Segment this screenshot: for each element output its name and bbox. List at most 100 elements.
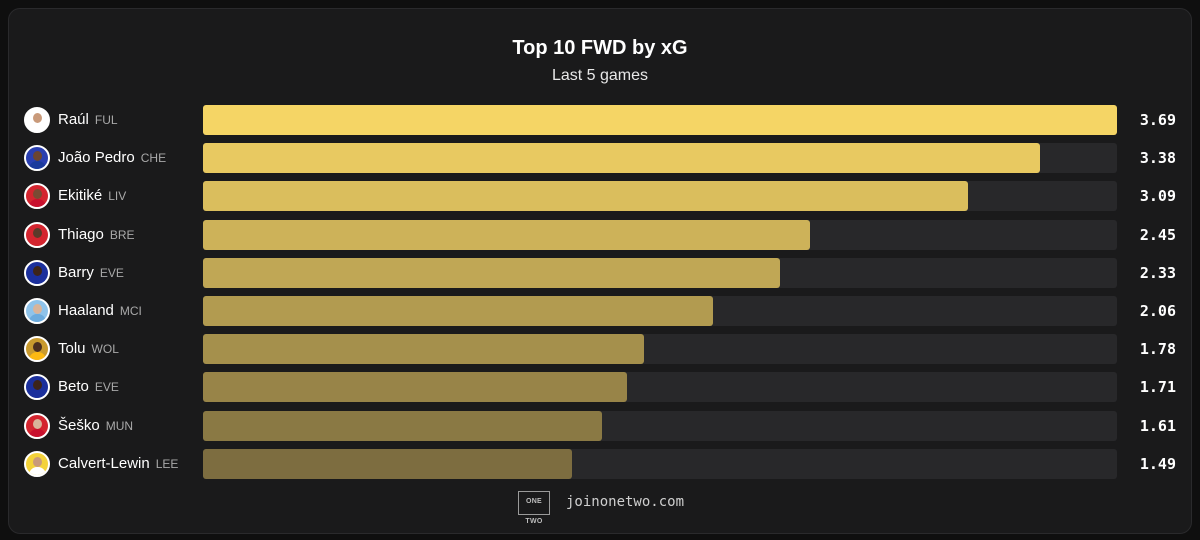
avatar-head	[33, 151, 42, 162]
player-name: Barry	[58, 263, 94, 281]
avatar-head	[33, 113, 42, 123]
player-avatar-icon	[24, 259, 50, 286]
bar	[203, 296, 714, 326]
value-label: 1.78	[1139, 340, 1176, 359]
chart-subtitle: Last 5 games	[551, 67, 649, 84]
bar	[203, 372, 627, 403]
bar-row: Šeško MUN 1.61	[0, 410, 1200, 441]
player-name: Tolu	[58, 340, 86, 358]
avatar-kit	[29, 161, 46, 170]
bar-track	[203, 181, 1117, 212]
player-label: Šeško MUN	[58, 417, 133, 435]
bar	[203, 181, 969, 212]
avatar-kit	[29, 352, 46, 361]
avatar-kit	[29, 237, 46, 246]
player-avatar-icon	[24, 336, 50, 363]
bar-track	[203, 105, 1117, 135]
team-code: MUN	[105, 418, 134, 433]
avatar-kit	[29, 275, 46, 284]
player-label: Thiago BRE	[58, 226, 135, 244]
avatar-head	[33, 304, 42, 314]
player-avatar-icon	[24, 298, 50, 324]
player-label: Tolu WOL	[58, 340, 119, 358]
value-label: 2.33	[1139, 263, 1176, 282]
onetwo-logo-icon: ONE TWO	[518, 491, 550, 525]
bar	[203, 105, 1117, 135]
bar	[203, 448, 573, 479]
bar	[203, 257, 781, 288]
bar-row: Calvert-Lewin LEE 1.49	[0, 448, 1200, 479]
footer: ONE TWO joinonetwo.com	[0, 490, 1200, 525]
player-label: Ekitiké LIV	[58, 187, 126, 205]
team-code: BRE	[109, 227, 135, 242]
player-name: Calvert-Lewin	[58, 454, 150, 472]
avatar-kit	[29, 199, 46, 208]
avatar-kit	[29, 390, 46, 399]
player-avatar-icon	[24, 450, 50, 477]
player-name: Ekitiké	[58, 187, 103, 205]
bar-track	[203, 257, 1117, 288]
avatar-head	[33, 265, 42, 276]
bar	[203, 143, 1041, 174]
player-label: Raúl FUL	[58, 111, 118, 129]
value-label: 2.45	[1139, 225, 1176, 244]
player-name: Beto	[58, 378, 89, 396]
avatar-head	[33, 380, 42, 391]
avatar-kit	[29, 428, 46, 437]
bar-track	[203, 334, 1117, 365]
bar-row: João Pedro CHE 3.38	[0, 143, 1200, 174]
bar-track	[203, 410, 1117, 441]
bar-track	[203, 296, 1117, 326]
value-label: 1.61	[1139, 416, 1176, 435]
team-code: LIV	[108, 189, 127, 204]
value-label: 3.69	[1139, 111, 1176, 129]
bar-row: Haaland MCI 2.06	[0, 296, 1200, 326]
player-avatar-icon	[24, 183, 50, 210]
player-avatar-icon	[24, 412, 50, 439]
avatar-head	[33, 418, 42, 429]
chart-title: Top 10 FWD by xG	[512, 37, 688, 59]
value-label: 1.71	[1139, 378, 1176, 397]
team-code: MCI	[119, 304, 142, 318]
bar-row: Ekitiké LIV 3.09	[0, 181, 1200, 212]
value-label: 2.06	[1139, 302, 1176, 320]
team-code: WOL	[91, 342, 119, 357]
player-label: João Pedro CHE	[58, 149, 166, 167]
team-code: EVE	[94, 380, 119, 395]
avatar-head	[33, 342, 42, 353]
site-url: joinonetwo.com	[566, 494, 685, 510]
team-code: FUL	[94, 113, 118, 127]
bar	[203, 334, 644, 365]
player-name: Šeško	[58, 416, 100, 434]
team-code: LEE	[155, 456, 179, 471]
value-label: 3.09	[1139, 187, 1176, 206]
avatar-head	[33, 456, 42, 467]
bar	[203, 410, 602, 441]
player-label: Calvert-Lewin LEE	[58, 455, 178, 473]
bar-track	[203, 219, 1117, 250]
player-name: Raúl	[58, 111, 89, 128]
player-avatar-icon	[24, 145, 50, 172]
bar-track	[203, 448, 1117, 479]
player-label: Beto EVE	[58, 378, 119, 396]
player-label: Barry EVE	[58, 264, 124, 282]
value-label: 3.38	[1139, 149, 1176, 168]
bar-row: Thiago BRE 2.45	[0, 219, 1200, 250]
bar-row: Barry EVE 2.33	[0, 257, 1200, 288]
bar-row: Raúl FUL 3.69	[0, 105, 1200, 135]
bar-track	[203, 143, 1117, 174]
bar-row: Beto EVE 1.71	[0, 372, 1200, 403]
player-avatar-icon	[24, 107, 50, 133]
bar	[203, 219, 810, 250]
player-name: João Pedro	[58, 149, 135, 167]
avatar-kit	[29, 314, 46, 322]
team-code: CHE	[140, 151, 167, 166]
player-avatar-icon	[24, 221, 50, 248]
avatar-kit	[29, 466, 46, 475]
avatar-head	[33, 189, 42, 200]
bar-row: Tolu WOL 1.78	[0, 334, 1200, 365]
player-name: Thiago	[58, 225, 104, 243]
player-name: Haaland	[58, 302, 114, 319]
value-label: 1.49	[1139, 454, 1176, 473]
bar-track	[203, 372, 1117, 403]
